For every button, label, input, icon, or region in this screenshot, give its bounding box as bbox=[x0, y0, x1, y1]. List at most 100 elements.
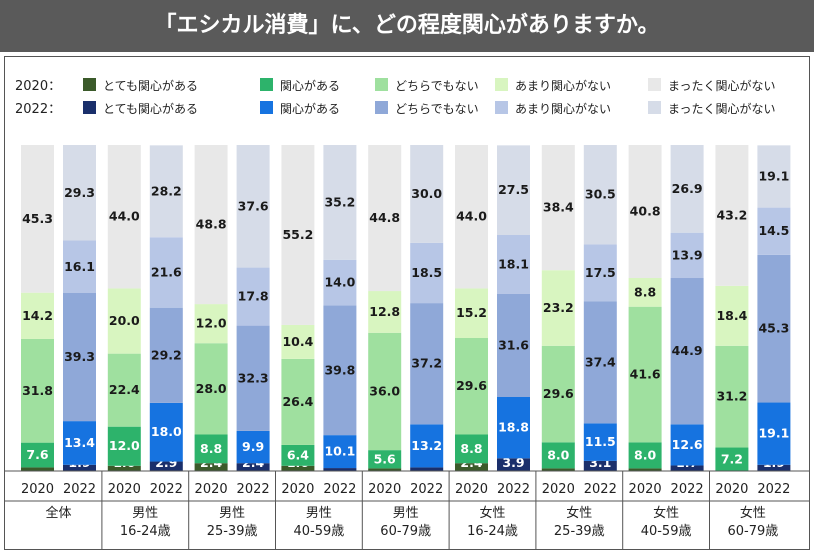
data-label: 6.4 bbox=[287, 447, 309, 462]
data-label: 14.2 bbox=[22, 308, 53, 323]
bar-segment bbox=[323, 259, 357, 306]
legend-swatch bbox=[375, 78, 388, 91]
bar-segment bbox=[63, 145, 96, 241]
bar-segment bbox=[63, 464, 96, 471]
data-label: 26.9 bbox=[672, 181, 703, 196]
data-label: 13.9 bbox=[672, 247, 703, 262]
legend-label: 関心がある bbox=[280, 101, 340, 116]
title-bar: 「エシカル消費」に、どの程度関心がありますか。 bbox=[0, 0, 814, 52]
bar-segment bbox=[368, 291, 402, 333]
legend-label: どちらでもない bbox=[395, 102, 479, 116]
bar-segment bbox=[583, 301, 617, 424]
group-label: 男性 bbox=[393, 506, 419, 521]
bar-segment bbox=[149, 307, 183, 403]
data-label: 40.8 bbox=[630, 204, 661, 219]
data-label: 9.9 bbox=[242, 439, 264, 454]
bar-segment bbox=[194, 463, 228, 471]
legend-swatch bbox=[648, 101, 661, 114]
legend-label: どちらでもない bbox=[395, 79, 479, 93]
bar-segment bbox=[670, 145, 704, 233]
x-tick-label: 2022 bbox=[237, 482, 270, 497]
bar-segment bbox=[670, 465, 704, 471]
data-label: 12.0 bbox=[109, 438, 140, 453]
group-label: 16-24歳 bbox=[467, 524, 518, 539]
bar-segment bbox=[628, 278, 662, 307]
data-label: 26.4 bbox=[282, 394, 313, 409]
bar-segment bbox=[670, 232, 704, 279]
bar-segment bbox=[410, 303, 444, 425]
data-label: 14.5 bbox=[758, 223, 789, 238]
data-label: 28.2 bbox=[151, 183, 182, 198]
legend-swatch bbox=[495, 78, 508, 91]
x-tick-label: 2022 bbox=[410, 482, 443, 497]
data-label: 11.5 bbox=[585, 434, 616, 449]
data-label: 18.4 bbox=[716, 308, 747, 323]
data-label: 18.8 bbox=[498, 420, 529, 435]
bar-segment bbox=[410, 145, 444, 243]
data-label: 18.5 bbox=[411, 265, 442, 280]
bar-segment bbox=[21, 442, 54, 468]
bar-segment bbox=[497, 293, 530, 397]
bar-segment bbox=[21, 292, 54, 339]
bar-segment bbox=[583, 423, 617, 461]
bar-segment bbox=[194, 343, 228, 435]
bar-segment bbox=[236, 267, 270, 326]
bar-segment bbox=[21, 467, 54, 471]
group-label: 女性 bbox=[479, 505, 505, 521]
data-label: 8.0 bbox=[547, 447, 569, 462]
data-label: 30.5 bbox=[585, 187, 616, 202]
bar-segment bbox=[757, 145, 791, 208]
data-label: 29.2 bbox=[151, 347, 182, 362]
legend-swatch bbox=[648, 78, 661, 91]
bar-segment bbox=[628, 145, 662, 279]
x-tick-label: 2020 bbox=[195, 482, 228, 497]
bar-segment bbox=[715, 345, 749, 448]
bar-segment bbox=[497, 458, 530, 471]
bar-segment bbox=[497, 234, 530, 294]
data-label: 23.2 bbox=[543, 300, 574, 315]
legend-label: あまり関心がない bbox=[515, 78, 611, 93]
data-label: 7.2 bbox=[721, 451, 743, 466]
group-label: 男性 bbox=[219, 506, 245, 521]
data-label: 12.0 bbox=[196, 316, 227, 331]
data-label: 28.0 bbox=[196, 381, 227, 396]
legend-year-label: 2022： bbox=[15, 102, 61, 117]
bar-segment bbox=[194, 434, 228, 464]
data-label: 12.8 bbox=[369, 304, 400, 319]
bar-segment bbox=[715, 447, 749, 471]
bar-segment bbox=[455, 434, 488, 464]
bar-segment bbox=[670, 424, 704, 466]
data-label: 36.0 bbox=[369, 383, 400, 398]
bar-segment bbox=[497, 145, 530, 235]
legend-label: とても関心がある bbox=[103, 101, 198, 116]
bar-segment bbox=[455, 337, 488, 435]
legend-label: まったく関心がない bbox=[668, 78, 776, 93]
data-label: 14.0 bbox=[324, 275, 355, 290]
bar-segment bbox=[323, 305, 357, 436]
bar-segment bbox=[149, 461, 183, 471]
data-label: 22.4 bbox=[109, 382, 140, 397]
bar-segment bbox=[107, 145, 141, 289]
group-label: 25-39歳 bbox=[207, 524, 258, 539]
x-tick-label: 2022 bbox=[497, 482, 530, 497]
data-label: 19.1 bbox=[758, 426, 789, 441]
data-label: 29.6 bbox=[456, 378, 487, 393]
x-tick-label: 2022 bbox=[584, 482, 617, 497]
bar-segment bbox=[323, 145, 357, 260]
bar-segment bbox=[63, 293, 96, 422]
data-label: 41.6 bbox=[630, 367, 661, 382]
bar-segment bbox=[149, 145, 183, 238]
data-label: 8.8 bbox=[634, 284, 656, 299]
data-label: 45.3 bbox=[758, 321, 789, 336]
data-label: 5.6 bbox=[374, 451, 396, 466]
bar-segment bbox=[497, 396, 530, 459]
x-tick-label: 2022 bbox=[671, 482, 704, 497]
data-label: 10.4 bbox=[282, 334, 313, 349]
data-label: 8.8 bbox=[200, 441, 222, 456]
bar-segment bbox=[236, 145, 270, 268]
data-label: 20.0 bbox=[109, 313, 140, 328]
bar-segment bbox=[194, 304, 228, 344]
bar-segment bbox=[757, 464, 791, 471]
bar-segment bbox=[541, 345, 575, 443]
data-label: 31.8 bbox=[22, 383, 53, 398]
